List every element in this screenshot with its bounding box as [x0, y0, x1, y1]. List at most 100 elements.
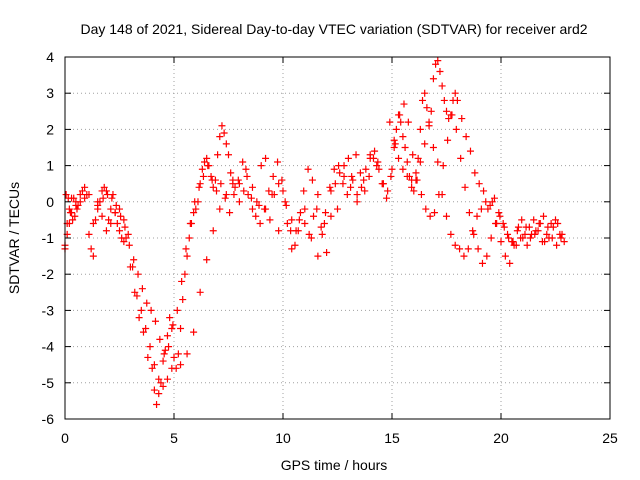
data-point [185, 234, 193, 242]
data-point [159, 357, 167, 365]
data-point [522, 223, 530, 231]
data-point [399, 165, 407, 173]
y-tick-label: 2 [46, 121, 54, 137]
data-point [322, 209, 330, 217]
data-point [473, 212, 481, 220]
data-point [412, 169, 420, 177]
y-tick-label: 4 [46, 49, 54, 65]
data-point [477, 205, 485, 213]
data-point [300, 187, 308, 195]
data-point [323, 248, 331, 256]
data-point [357, 183, 365, 191]
y-tick-label: 0 [46, 194, 54, 210]
data-point [320, 220, 328, 228]
data-point [317, 223, 325, 231]
data-point [371, 147, 379, 155]
data-point [383, 194, 391, 202]
data-point [208, 176, 216, 184]
data-point [434, 158, 442, 166]
data-point [170, 353, 178, 361]
data-point [178, 277, 186, 285]
data-point [451, 241, 459, 249]
data-point [281, 198, 289, 206]
data-point [554, 220, 562, 228]
data-point [514, 223, 522, 231]
data-point [487, 234, 495, 242]
data-point [486, 201, 494, 209]
data-point [143, 299, 151, 307]
data-point [557, 234, 565, 242]
data-point [478, 259, 486, 267]
data-point [235, 180, 243, 188]
data-point [288, 216, 296, 224]
y-tick-label: -3 [42, 302, 55, 318]
data-point [404, 118, 412, 126]
data-point [339, 180, 347, 188]
data-point [419, 96, 427, 104]
data-point [66, 209, 74, 217]
data-point [122, 234, 130, 242]
data-point [497, 238, 505, 246]
data-point [174, 350, 182, 358]
data-point [526, 234, 534, 242]
y-tick-label: -4 [42, 339, 55, 355]
data-point [366, 151, 374, 159]
data-point [222, 191, 230, 199]
data-point [392, 125, 400, 133]
data-point [540, 212, 548, 220]
data-point [156, 335, 164, 343]
data-point [517, 234, 525, 242]
data-point [239, 158, 247, 166]
data-point [413, 176, 421, 184]
data-point [505, 234, 513, 242]
data-point [499, 220, 507, 228]
data-point [488, 198, 496, 206]
y-tick-label: 1 [46, 158, 54, 174]
data-point [203, 154, 211, 162]
data-point [386, 118, 394, 126]
data-point [548, 234, 556, 242]
data-point [248, 183, 256, 191]
data-point [435, 191, 443, 199]
data-point [161, 346, 169, 354]
data-point [183, 252, 191, 260]
data-point [399, 133, 407, 141]
data-point [330, 165, 338, 173]
data-point [294, 227, 302, 235]
data-point [304, 165, 312, 173]
data-point [99, 194, 107, 202]
data-point [484, 205, 492, 213]
data-point [509, 238, 517, 246]
data-point [538, 238, 546, 246]
data-point [177, 325, 185, 332]
data-point [458, 115, 466, 123]
data-point [265, 187, 273, 195]
data-point [278, 176, 286, 184]
data-point [230, 191, 238, 199]
data-point [496, 212, 504, 220]
x-tick-label: 5 [170, 430, 178, 446]
data-point [335, 162, 343, 170]
data-point [151, 317, 159, 325]
data-point [117, 212, 125, 220]
data-point [173, 306, 181, 314]
data-point [534, 227, 542, 235]
data-point [179, 296, 187, 304]
data-point [512, 241, 520, 249]
data-point [314, 191, 322, 199]
data-point [201, 158, 209, 166]
data-point [243, 172, 251, 180]
data-point [108, 194, 116, 202]
data-point [198, 165, 206, 173]
data-point [275, 227, 283, 235]
data-point [556, 230, 564, 238]
data-point [492, 220, 500, 228]
data-point [65, 205, 73, 213]
data-point [416, 158, 424, 166]
data-point [111, 209, 119, 217]
data-point [131, 288, 139, 296]
data-point [343, 191, 351, 199]
data-point [523, 241, 531, 249]
data-point [547, 220, 555, 228]
data-point [361, 187, 369, 195]
